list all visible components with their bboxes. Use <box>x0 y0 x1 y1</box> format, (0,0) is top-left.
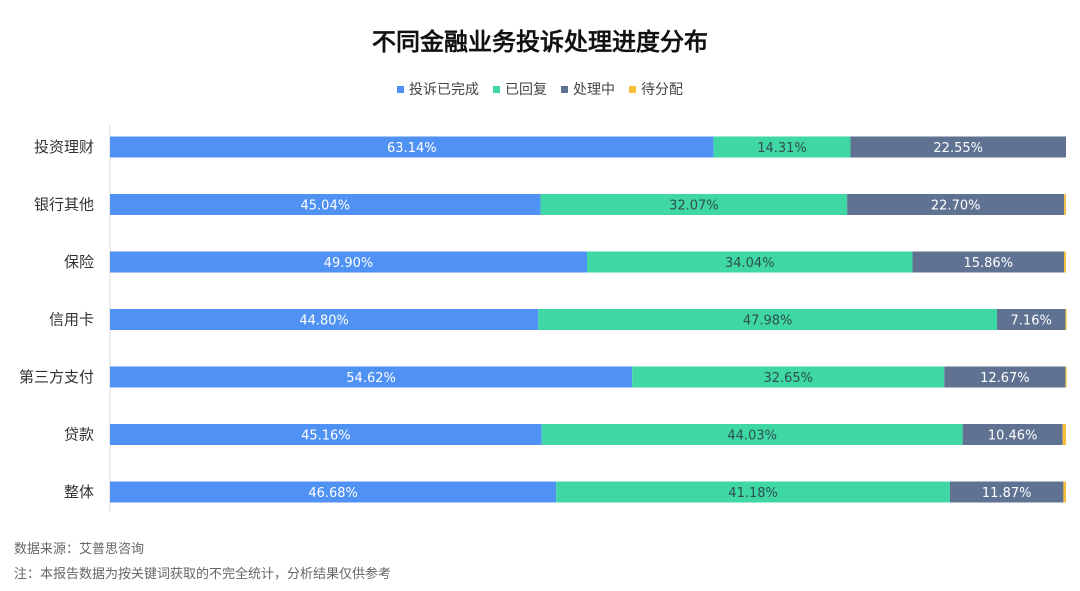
bar-segment-3 <box>1064 251 1066 273</box>
bar-segment-1 <box>538 309 997 330</box>
data-label: 22.70% <box>931 199 981 214</box>
y-tick-label: 银行其他 <box>34 196 94 214</box>
chart-title: 不同金融业务投诉处理进度分布 <box>372 28 708 56</box>
bar-segment-1 <box>632 366 945 388</box>
bar-segment-0 <box>110 366 633 388</box>
legend-item-0: 投诉已完成 <box>397 79 479 99</box>
y-tick-label: 保险 <box>64 253 94 271</box>
bar-segment-0 <box>110 251 588 273</box>
data-label: 47.98% <box>743 314 793 329</box>
bar-segment-2 <box>850 136 1066 158</box>
data-label: 45.04% <box>301 199 351 214</box>
bar-segment-3 <box>1064 194 1066 215</box>
bar-segment-0 <box>110 136 714 158</box>
data-label: 45.16% <box>301 429 351 444</box>
legend-swatch <box>493 85 500 93</box>
legend-label: 待分配 <box>641 82 683 98</box>
bar-segment-1 <box>556 481 950 503</box>
y-tick-label: 第三方支付 <box>19 368 94 386</box>
bar-segment-1 <box>541 424 963 445</box>
data-label: 12.67% <box>980 371 1030 386</box>
bar-segment-2 <box>949 481 1064 503</box>
data-label: 32.65% <box>763 371 813 386</box>
bar-segment-3 <box>1065 366 1067 388</box>
data-label: 22.55% <box>933 141 983 156</box>
data-label: 14.31% <box>757 141 807 156</box>
data-label: 15.86% <box>963 256 1013 271</box>
legend-item-1: 已回复 <box>493 79 547 99</box>
legend-label: 投诉已完成 <box>409 82 479 98</box>
data-label: 32.07% <box>669 199 719 214</box>
bar-segment-1 <box>713 136 851 158</box>
legend-label: 处理中 <box>573 82 615 98</box>
data-label: 54.62% <box>346 371 396 386</box>
bar-segment-0 <box>110 194 541 215</box>
legend-swatch <box>629 85 636 93</box>
data-label: 49.90% <box>324 256 374 271</box>
data-label: 11.87% <box>982 486 1032 501</box>
data-label: 41.18% <box>728 486 778 501</box>
data-label: 34.04% <box>725 256 775 271</box>
bar-segment-2 <box>944 366 1066 388</box>
bar-segment-2 <box>996 309 1066 330</box>
bar-segment-2 <box>912 251 1065 273</box>
bar-segment-3 <box>1065 309 1067 330</box>
data-label: 46.68% <box>308 486 358 501</box>
data-label: 44.03% <box>727 429 777 444</box>
bar-segment-0 <box>110 309 539 330</box>
data-source-text: 数据来源：艾普思咨询 <box>14 542 145 557</box>
legend-label: 已回复 <box>505 82 547 98</box>
bar-segment-1 <box>540 194 848 215</box>
data-label: 44.80% <box>299 314 349 329</box>
y-tick-label: 投资理财 <box>34 138 94 156</box>
legend-item-3: 待分配 <box>629 79 683 99</box>
bar-segment-3 <box>1063 481 1066 503</box>
y-tick-label: 信用卡 <box>49 311 94 329</box>
bar-segment-3 <box>1062 424 1066 445</box>
legend-item-2: 处理中 <box>561 79 615 99</box>
data-label: 7.16% <box>1011 314 1052 329</box>
bar-segment-2 <box>847 194 1065 215</box>
y-tick-label: 整体 <box>64 483 94 501</box>
data-label: 10.46% <box>988 429 1038 444</box>
bar-segment-0 <box>110 424 542 445</box>
legend-swatch <box>561 85 568 93</box>
bar-segment-1 <box>587 251 913 273</box>
footnote-text: 注：本报告数据为按关键词获取的不完全统计，分析结果仅供参考 <box>14 567 392 582</box>
bar-segment-0 <box>110 481 557 503</box>
legend-swatch <box>397 85 404 93</box>
y-tick-label: 贷款 <box>64 426 94 444</box>
data-label: 63.14% <box>387 141 437 156</box>
bar-segment-2 <box>962 424 1063 445</box>
chart-legend: 投诉已完成 已回复 处理中 待分配 <box>0 79 1080 99</box>
